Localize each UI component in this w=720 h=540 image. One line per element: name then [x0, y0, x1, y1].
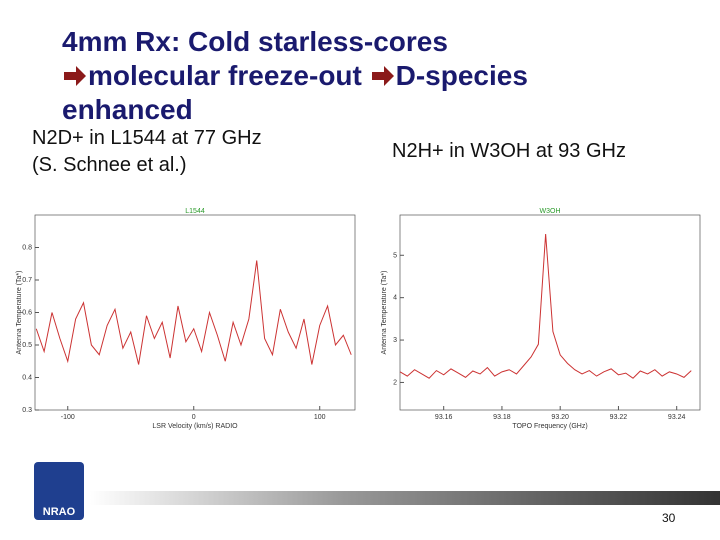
y-tick-label: 0.4 — [22, 375, 32, 382]
arrow-icon — [371, 66, 394, 86]
x-tick-label: 93.18 — [493, 414, 511, 421]
y-tick-label: 3 — [393, 337, 397, 344]
title-text: molecular freeze-out — [88, 60, 362, 91]
caption: N2H+ in W3OH at 93 GHz — [392, 140, 626, 162]
x-axis-label: TOPO Frequency (GHz) — [512, 423, 587, 430]
plot-label: W3OH — [540, 208, 561, 215]
title-text: D-species — [395, 60, 528, 91]
y-axis-label: Antenna Temperature (Ta*) — [381, 271, 388, 355]
footer-bar — [90, 491, 720, 505]
x-tick-label: 0 — [192, 414, 196, 421]
plot-frame — [34, 214, 356, 411]
x-tick-label: 93.24 — [668, 414, 686, 421]
y-tick-label: 2 — [393, 379, 397, 386]
x-tick-label: 93.20 — [551, 414, 569, 421]
caption: (S. Schnee et al.) — [32, 154, 187, 176]
title-line: molecular freeze-out D-species — [62, 60, 528, 92]
y-tick-label: 0.7 — [22, 277, 32, 284]
plot-frame — [399, 214, 701, 411]
y-axis-label: Antenna Temperature (Ta*) — [16, 271, 23, 355]
x-tick-label: 93.22 — [610, 414, 628, 421]
y-tick-label: 0.8 — [22, 245, 32, 252]
y-tick-label: 5 — [393, 252, 397, 259]
x-tick-label: 100 — [314, 414, 326, 421]
plot-label: L1544 — [185, 208, 205, 215]
page-number: 30 — [662, 511, 676, 525]
y-tick-label: 0.3 — [22, 407, 32, 414]
logo: NRAO — [34, 462, 84, 520]
spectrum-line — [35, 260, 352, 365]
x-axis-label: LSR Velocity (km/s) RADIO — [152, 423, 238, 430]
x-tick-label: 93.16 — [435, 414, 453, 421]
title-line: enhanced — [62, 94, 193, 125]
arrow-icon — [64, 66, 86, 86]
title-line: 4mm Rx: Cold starless-cores — [62, 26, 448, 57]
logo-text: NRAO — [42, 506, 76, 518]
y-tick-label: 0.5 — [22, 342, 32, 349]
y-tick-label: 4 — [393, 295, 397, 302]
spectrum-line — [399, 234, 692, 379]
x-tick-label: -100 — [61, 414, 75, 421]
caption: N2D+ in L1544 at 77 GHz — [32, 127, 262, 149]
y-tick-label: 0.6 — [22, 310, 32, 317]
